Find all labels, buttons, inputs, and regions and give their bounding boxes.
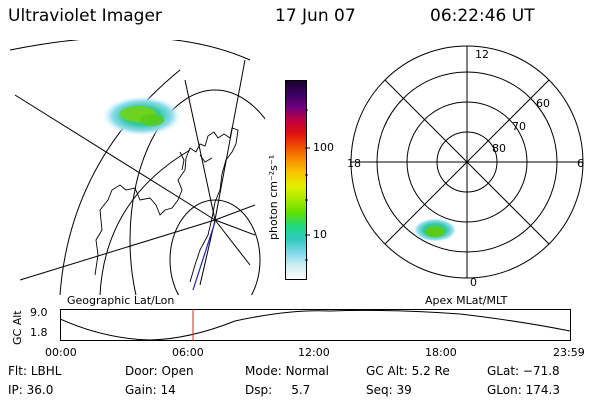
seq-info: Seq: 39 [366, 383, 412, 397]
altitude-plot [60, 309, 571, 341]
meridian-line [184, 79, 216, 221]
app-title: Ultraviolet Imager [8, 6, 162, 26]
mlt-label-6: 6 [577, 157, 584, 170]
polar-plot [350, 45, 584, 279]
mode-info: Mode: Normal [245, 364, 329, 378]
altitude-xtick: 23:59 [553, 346, 585, 359]
dsp-info: Dsp: 5.7 [245, 383, 311, 397]
mlat-label-60: 60 [536, 97, 550, 110]
mlt-label-0: 0 [470, 276, 477, 289]
meridian-line [19, 219, 216, 281]
left-panel-label: Geographic Lat/Lon [67, 294, 175, 307]
colorbar-ticks [305, 109, 310, 261]
altitude-xtick: 00:00 [45, 346, 77, 359]
meridian-line [14, 94, 216, 221]
ip-info: IP: 36.0 [8, 383, 54, 397]
altitude-ylabel: GC Alt [11, 310, 24, 345]
glon-info: GLon: 174.3 [487, 383, 560, 397]
date-label: 17 Jun 07 [275, 6, 356, 26]
gain-info: Gain: 14 [125, 383, 176, 397]
coastline [94, 127, 239, 283]
footprint-track [192, 221, 216, 291]
meridian-line [214, 219, 251, 266]
lat-circle [129, 89, 265, 295]
altitude-ytick-bottom: 1.8 [30, 326, 48, 339]
colorbar-tick-100: 100 [313, 141, 334, 154]
mlt-label-12: 12 [475, 48, 489, 61]
meridian-line [214, 59, 246, 221]
altitude-xtick: 06:00 [172, 346, 204, 359]
geographic-map [9, 40, 265, 295]
glat-info: GLat: −71.8 [487, 364, 560, 378]
lat-circle [59, 69, 181, 295]
gcalt-info: GC Alt: 5.2 Re [366, 364, 450, 378]
colorbar-unit-label: photon cm⁻²s⁻¹ [267, 154, 280, 240]
altitude-ytick-top: 9.0 [30, 306, 48, 319]
mlat-label-80: 80 [492, 142, 506, 155]
colorbar-tick-10: 10 [313, 228, 327, 241]
altitude-xtick: 12:00 [298, 346, 330, 359]
altitude-xtick: 18:00 [425, 346, 457, 359]
filter-info: Flt: LBHL [8, 364, 62, 378]
mlt-line-diag [384, 79, 550, 245]
right-panel-label: Apex MLat/MLT [425, 294, 508, 307]
lat-circle [99, 149, 191, 295]
altitude-curve [60, 309, 571, 341]
meridian-line [214, 204, 256, 221]
mlat-label-70: 70 [512, 120, 526, 133]
lat-circle [169, 199, 261, 295]
time-label: 06:22:46 UT [430, 6, 535, 26]
mlt-label-18: 18 [347, 157, 361, 170]
door-info: Door: Open [125, 364, 194, 378]
colorbar [285, 80, 307, 280]
